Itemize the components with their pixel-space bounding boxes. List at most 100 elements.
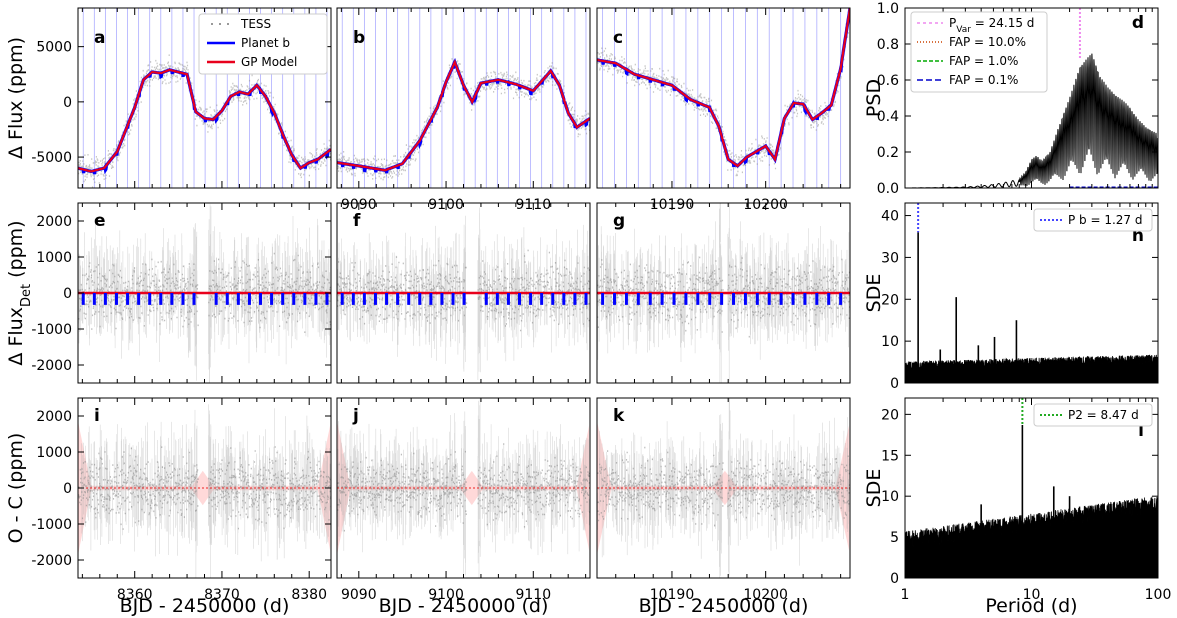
xtick-label-k: 10200 [743, 587, 788, 603]
ytick-label-d: 0.0 [877, 181, 899, 197]
ylabel-unit: (ppm) [5, 220, 27, 284]
legend-label: P2 = 8.47 d [1068, 408, 1139, 422]
xtick-label-l: 100 [1145, 587, 1172, 603]
legend-label: FAP = 0.1% [949, 73, 1018, 87]
ytick-label-e: -1000 [31, 322, 72, 338]
panel-label-i: i [94, 406, 100, 426]
gp-model-line-b [337, 59, 590, 172]
legend-label: GP Model [241, 55, 297, 69]
ytick-label-l: 15 [881, 448, 899, 464]
ytick-label-d: 1.0 [877, 1, 899, 17]
ytick-label-i: 0 [63, 481, 72, 497]
sde-curve-h [905, 354, 1158, 383]
panel-l: 0 5 10 15 20 1 10 100 Period (d) l SDE P2 = 8.47 d [863, 397, 1172, 617]
data-points-k [597, 446, 850, 527]
legend-label: TESS [240, 17, 271, 31]
panel-label-g: g [613, 211, 625, 231]
xtick-label-i: 8370 [204, 587, 240, 603]
panel-label-k: k [613, 406, 625, 426]
ytick-label-d: 0.6 [877, 73, 899, 89]
plot-area-i [78, 404, 331, 578]
plot-area-b [337, 8, 590, 188]
gp-uncertainty-band-k [597, 421, 850, 555]
xtick-label-l: 1 [901, 587, 910, 603]
xtick-label-i: 8360 [117, 587, 153, 603]
legend-label: Planet b [241, 36, 290, 50]
legend-var: Var [956, 25, 971, 35]
xtick-label-k: 10190 [650, 587, 695, 603]
data-points-j [337, 443, 590, 532]
legend-l: P2 = 8.47 d [1033, 403, 1153, 427]
plot-area-g [597, 203, 850, 383]
legend-box-a [198, 13, 328, 75]
legend-h: P b = 1.27 d [1033, 208, 1153, 232]
xlabel-l: Period (d) [985, 595, 1077, 617]
xtick-label-l: 10 [1023, 587, 1041, 603]
ytick-label-a: 0 [63, 95, 72, 111]
axes-frame-g [596, 202, 851, 384]
ylabel-i: O - C (ppm) [5, 433, 27, 544]
panel-label-c: c [613, 28, 623, 48]
ytick-label-h: 40 [881, 209, 899, 225]
ylabel-l: SDE [863, 469, 885, 508]
ytick-label-d: 0.2 [877, 145, 899, 161]
legend-label-pvar: PVar = 24.15 d [949, 16, 1034, 35]
ylabel-sub: Det [19, 284, 34, 307]
gp-model-line-c [597, 8, 850, 168]
axes-frame-b [336, 7, 591, 189]
ylabel-a: Δ Flux (ppm) [5, 37, 27, 159]
data-points-i [78, 446, 331, 530]
ylabel-main: Δ Flux [5, 307, 27, 366]
gp-uncertainty-band-j [337, 421, 590, 555]
plot-area-k [597, 398, 850, 578]
panel-e: 2000 1000 0 -1000 -2000 e Δ FluxDet (ppm) [5, 202, 332, 384]
panel-f: f [336, 202, 591, 384]
xtick-label-i: 8380 [291, 587, 327, 603]
panel-label-j: j [352, 406, 359, 426]
legend-p: P [949, 16, 956, 30]
ytick-label-e: -2000 [31, 358, 72, 374]
ytick-label-i: -1000 [31, 517, 72, 533]
ytick-label-i: -2000 [31, 553, 72, 569]
ytick-label-e: 1000 [36, 250, 72, 266]
ytick-label-l: 0 [890, 571, 899, 587]
panel-label-a: a [94, 28, 105, 48]
xtick-label-j: 9100 [428, 587, 464, 603]
plot-area-e [78, 204, 331, 383]
ytick-label-d: 0.4 [877, 109, 899, 125]
panel-label-b: b [353, 28, 365, 48]
panel-g: g [596, 202, 851, 384]
ytick-label-h: 20 [881, 292, 899, 308]
panel-label-e: e [94, 211, 106, 231]
ytick-label-h: 0 [890, 376, 899, 392]
xlabel-k: BJD - 2450000 (d) [639, 595, 809, 617]
xtick-label-j: 9110 [515, 587, 551, 603]
data-points-f [337, 249, 590, 332]
ytick-label-e: 2000 [36, 214, 72, 230]
tess-points-c [597, 12, 850, 177]
sde-curve-l [905, 496, 1158, 578]
ytick-label-a: 5000 [36, 40, 72, 56]
error-bars-e [78, 204, 331, 383]
ytick-label-a: -5000 [31, 150, 72, 166]
xtick-label-j: 9090 [341, 587, 377, 603]
ylabel-h: SDE [863, 274, 885, 313]
ytick-label-i: 2000 [36, 409, 72, 425]
legend-box-d [910, 11, 1048, 93]
xlabel-j: BJD - 2450000 (d) [379, 595, 549, 617]
legend-label: FAP = 1.0% [949, 54, 1018, 68]
plot-area-l [905, 398, 1158, 578]
ytick-label-l: 10 [881, 489, 899, 505]
legend-val: = 24.15 d [971, 16, 1034, 30]
plot-area-c [597, 8, 850, 188]
legend-label: P b = 1.27 d [1068, 213, 1143, 227]
data-points-g [597, 256, 850, 338]
legend-label: FAP = 10.0% [949, 35, 1026, 49]
